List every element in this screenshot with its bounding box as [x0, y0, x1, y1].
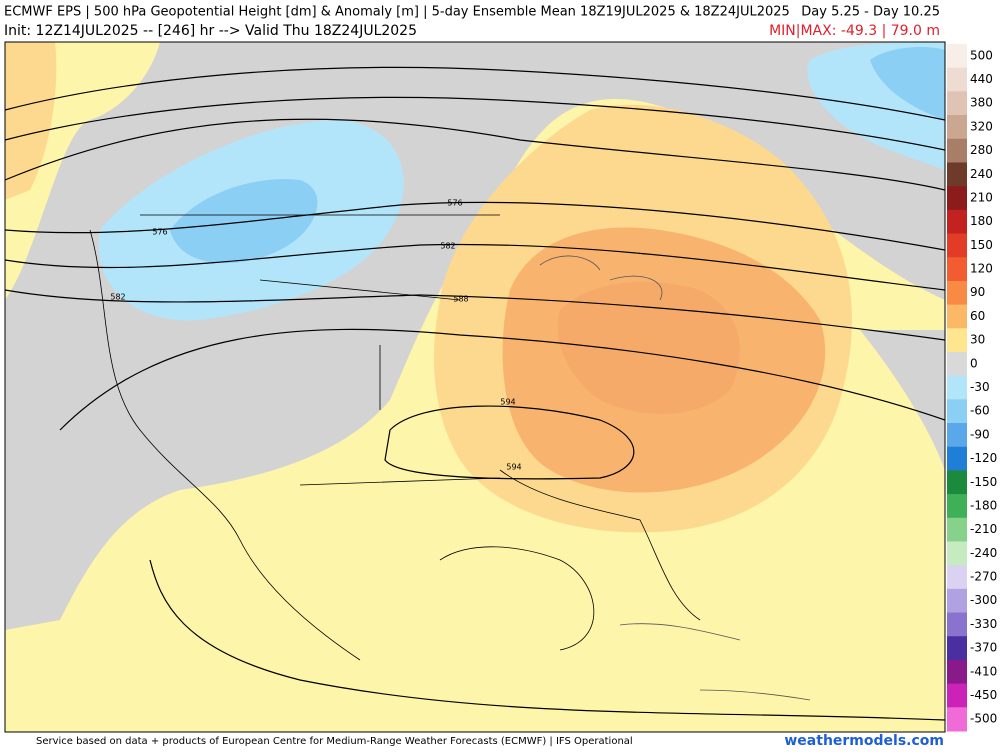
map: 576 576 582 582 588 594 594 — [4, 41, 946, 733]
colorbar-label: -370 — [970, 641, 997, 655]
contour-label: 588 — [453, 295, 468, 304]
color-swatch — [947, 209, 967, 235]
contour-label: 582 — [440, 242, 455, 251]
color-swatch — [947, 91, 967, 116]
color-swatch — [947, 399, 967, 424]
colorbar-label: -210 — [970, 522, 997, 536]
color-swatch — [947, 541, 967, 566]
colorbar-label: 280 — [970, 143, 993, 157]
color-swatch — [947, 328, 967, 353]
colorbar-label: 30 — [970, 333, 985, 347]
colorbar-label: -90 — [970, 427, 990, 441]
colorbar-label: -240 — [970, 546, 997, 560]
colorbar-label: -450 — [970, 688, 997, 702]
color-swatch — [947, 375, 967, 400]
colorbar-label: -150 — [970, 475, 997, 489]
color-swatch — [947, 67, 967, 92]
color-swatch — [947, 446, 967, 471]
color-swatch — [947, 186, 967, 211]
color-swatch — [947, 423, 967, 448]
credit: Service based on data + products of Euro… — [36, 736, 633, 747]
contour-label: 594 — [506, 463, 521, 472]
color-swatch — [947, 659, 967, 685]
color-swatch — [947, 612, 967, 637]
color-swatch — [947, 44, 967, 69]
init-line: Init: 12Z14JUL2025 -- [246] hr --> Valid… — [4, 23, 417, 39]
colorbar-label: 120 — [970, 262, 993, 276]
color-swatch — [947, 304, 967, 329]
colorbar-label: -30 — [970, 380, 990, 394]
colorbar-label: 0 — [970, 356, 978, 370]
brand: weathermodels.com — [784, 733, 944, 749]
color-swatch — [947, 115, 967, 140]
colorbar-label: -500 — [970, 712, 997, 726]
color-swatch — [947, 494, 967, 519]
color-swatch — [947, 636, 967, 661]
colorbar-label: 320 — [970, 119, 993, 133]
colorbar-label: 210 — [970, 190, 993, 204]
colorbar: 500 440 380 320 280 240 210 180 150 120 90 60 30 0 -30… — [947, 44, 997, 732]
colorbar-label: -330 — [970, 617, 997, 631]
contour-label: 582 — [110, 293, 125, 302]
color-swatch — [947, 233, 967, 258]
colorbar-label: 150 — [970, 238, 993, 252]
colorbar-label: 180 — [970, 214, 993, 228]
color-swatch — [947, 280, 967, 306]
min-max: MIN|MAX: -49.3 | 79.0 m — [769, 23, 940, 39]
colorbar-label: 380 — [970, 96, 993, 110]
color-swatch — [947, 470, 967, 495]
colorbar-label: 240 — [970, 167, 993, 181]
color-swatch — [947, 707, 967, 732]
colorbar-label: -410 — [970, 664, 997, 678]
colorbar-label: 90 — [970, 285, 985, 299]
day-range: Day 5.25 - Day 10.25 — [801, 5, 940, 20]
color-swatch — [947, 565, 967, 590]
colorbar-label: 60 — [970, 309, 985, 323]
color-swatch — [947, 517, 967, 542]
color-swatch — [947, 138, 967, 163]
colorbar-label: -180 — [970, 498, 997, 512]
colorbar-label: -300 — [970, 593, 997, 607]
color-swatch — [947, 162, 967, 187]
title: ECMWF EPS | 500 hPa Geopotential Height … — [4, 5, 790, 20]
color-swatch — [947, 683, 967, 708]
colorbar-label: -270 — [970, 570, 997, 584]
contour-label: 576 — [447, 199, 462, 208]
colorbar-label: 440 — [970, 72, 993, 86]
color-swatch — [947, 257, 967, 282]
color-swatch — [947, 351, 967, 377]
contour-label: 576 — [152, 228, 167, 237]
color-swatch — [947, 588, 967, 614]
colorbar-label: -60 — [970, 404, 990, 418]
contour-label: 594 — [500, 398, 515, 407]
colorbar-label: 500 — [970, 48, 993, 62]
colorbar-label: -120 — [970, 451, 997, 465]
